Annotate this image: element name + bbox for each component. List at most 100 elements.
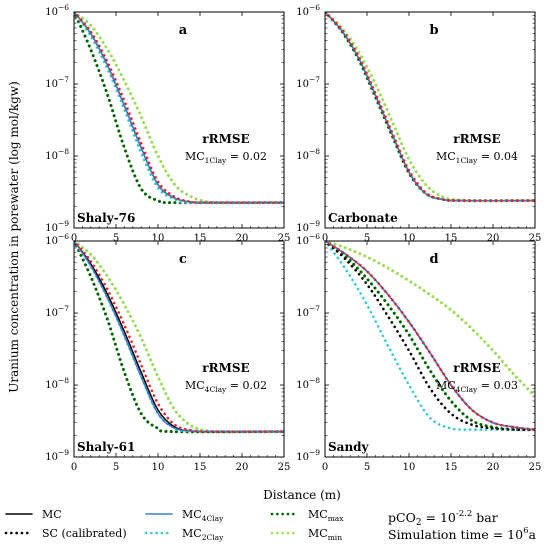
legend-label: MCmin — [308, 527, 342, 542]
series-mc4 — [325, 12, 535, 202]
y-axis-label: Uranium concentration in porewater (log … — [7, 81, 21, 393]
series-red_dots — [325, 12, 535, 203]
pco2-sub: 2 — [416, 518, 422, 528]
y-tick-label: 10−6 — [45, 232, 69, 247]
sim-suffix: a — [529, 527, 537, 542]
y-tick-label: 10−6 — [296, 232, 320, 247]
simulation-note: pCO2 = 10-2.2 bar Simulation time = 106a — [388, 509, 537, 542]
plot-frame — [73, 11, 285, 229]
x-tick-label: 5 — [113, 233, 119, 244]
series-mcmin — [325, 12, 535, 203]
y-tick-label: 10−9 — [45, 219, 69, 234]
panel-letter: b — [429, 23, 438, 38]
pco2-suffix: bar — [472, 510, 497, 525]
legend-label: MC4Clay — [182, 508, 224, 523]
series-mcmin — [74, 241, 284, 434]
x-tick-label: 10 — [152, 233, 165, 244]
panel-d: 0 5 10 15 20 25 10−9 10−8 10−7 10−6 d Sandy rRMSE MC4… — [296, 232, 541, 473]
series-mcmax — [325, 241, 535, 432]
plot-frame — [324, 240, 536, 458]
series-mcmax — [74, 12, 284, 205]
x-tick-label: 15 — [445, 233, 458, 244]
pco2-mid: = 10 — [422, 510, 456, 525]
series-mc — [74, 241, 284, 433]
site-label: Shaly-76 — [77, 211, 135, 225]
legend-item-mcmin: MCmin — [270, 527, 342, 542]
x-tick-label: 5 — [364, 233, 370, 244]
series-mc — [74, 12, 284, 204]
series-red_dots — [74, 241, 284, 434]
sim-exp: 6 — [523, 526, 528, 536]
pco2-prefix: pCO — [388, 510, 416, 525]
y-tick-label: 10−9 — [296, 219, 320, 234]
legend: MC SC (calibrated) MC4Clay MC2Clay MCmax MCmi… — [4, 508, 344, 542]
series-group — [325, 12, 535, 203]
x-tick-label: 0 — [71, 462, 77, 473]
legend-item-mc4: MC4Clay — [145, 508, 224, 523]
x-tick-label: 20 — [236, 462, 249, 473]
series-mc4 — [74, 241, 284, 433]
series-mc — [325, 12, 535, 202]
series-mc2 — [74, 241, 284, 433]
series-red_dots — [325, 241, 535, 431]
y-tick-label: 10−6 — [45, 3, 69, 18]
series-group — [325, 241, 535, 432]
y-tick-label: 10−7 — [45, 304, 69, 319]
x-axis-label: Distance (m) — [263, 488, 341, 502]
series-group — [74, 12, 284, 205]
series-mc2 — [74, 12, 284, 205]
pco2-exp: -2.2 — [456, 509, 472, 519]
x-tick-label: 25 — [278, 462, 291, 473]
x-tick-label: 5 — [113, 462, 119, 473]
plot-frame — [324, 11, 536, 229]
panel-c: 0 5 10 15 20 25 10−9 10−8 10−7 10−6 c Shaly-61 rRMSE… — [45, 232, 290, 473]
y-tick-label: 10−8 — [45, 376, 69, 391]
panel-letter: d — [429, 252, 438, 267]
legend-item-mc: MC — [5, 508, 62, 521]
x-tick-label: 25 — [529, 233, 542, 244]
rrmse-value: MC4Clay = 0.03 — [436, 379, 518, 394]
x-tick-label: 15 — [194, 462, 207, 473]
x-tick-label: 20 — [487, 233, 500, 244]
rrmse-value: MC1Clay = 0.02 — [185, 150, 267, 165]
x-tick-label: 15 — [445, 462, 458, 473]
series-mc2 — [325, 12, 535, 203]
legend-label: SC (calibrated) — [42, 527, 127, 540]
x-tick-label: 20 — [236, 233, 249, 244]
panel-letter: c — [179, 252, 187, 267]
y-tick-label: 10−8 — [296, 376, 320, 391]
x-tick-label: 10 — [403, 233, 416, 244]
panels-group: 0 5 10 15 20 25 10−9 10−8 10−7 10−6 a Shaly-76 rRMSE… — [45, 3, 541, 473]
y-tick-label: 10−9 — [45, 448, 69, 463]
legend-item-mcmax: MCmax — [270, 508, 344, 523]
x-tick-label: 0 — [71, 233, 77, 244]
x-tick-label: 10 — [403, 462, 416, 473]
series-sc — [325, 241, 535, 432]
legend-item-mc2: MC2Clay — [144, 527, 224, 542]
site-label: Shaly-61 — [77, 440, 135, 454]
x-tick-label: 25 — [278, 233, 291, 244]
x-tick-label: 15 — [194, 233, 207, 244]
y-tick-label: 10−7 — [296, 304, 320, 319]
site-label: Sandy — [328, 440, 370, 454]
panel-a: 0 5 10 15 20 25 10−9 10−8 10−7 10−6 a Shaly-76 rRMSE… — [45, 3, 290, 244]
rrmse-value: MC1Clay = 0.04 — [436, 150, 518, 165]
site-label: Carbonate — [328, 211, 398, 225]
x-tick-label: 0 — [322, 462, 328, 473]
rrmse-title: rRMSE — [453, 361, 500, 375]
x-tick-label: 5 — [364, 462, 370, 473]
plot-frame — [73, 240, 285, 458]
x-tick-label: 25 — [529, 462, 542, 473]
x-tick-label: 10 — [152, 462, 165, 473]
rrmse-value: MC4Clay = 0.02 — [185, 379, 267, 394]
x-tick-label: 0 — [322, 233, 328, 244]
series-mc2 — [325, 241, 535, 432]
y-tick-label: 10−7 — [45, 75, 69, 90]
series-mcmax — [325, 12, 535, 203]
legend-label: MC — [42, 508, 62, 521]
legend-item-sc: SC (calibrated) — [4, 527, 127, 540]
rrmse-title: rRMSE — [453, 132, 500, 146]
panel-b: 0 5 10 15 20 25 10−9 10−8 10−7 10−6 b Carbonate rRMS… — [296, 3, 541, 244]
simulation-time-note: Simulation time = 106a — [388, 526, 537, 542]
